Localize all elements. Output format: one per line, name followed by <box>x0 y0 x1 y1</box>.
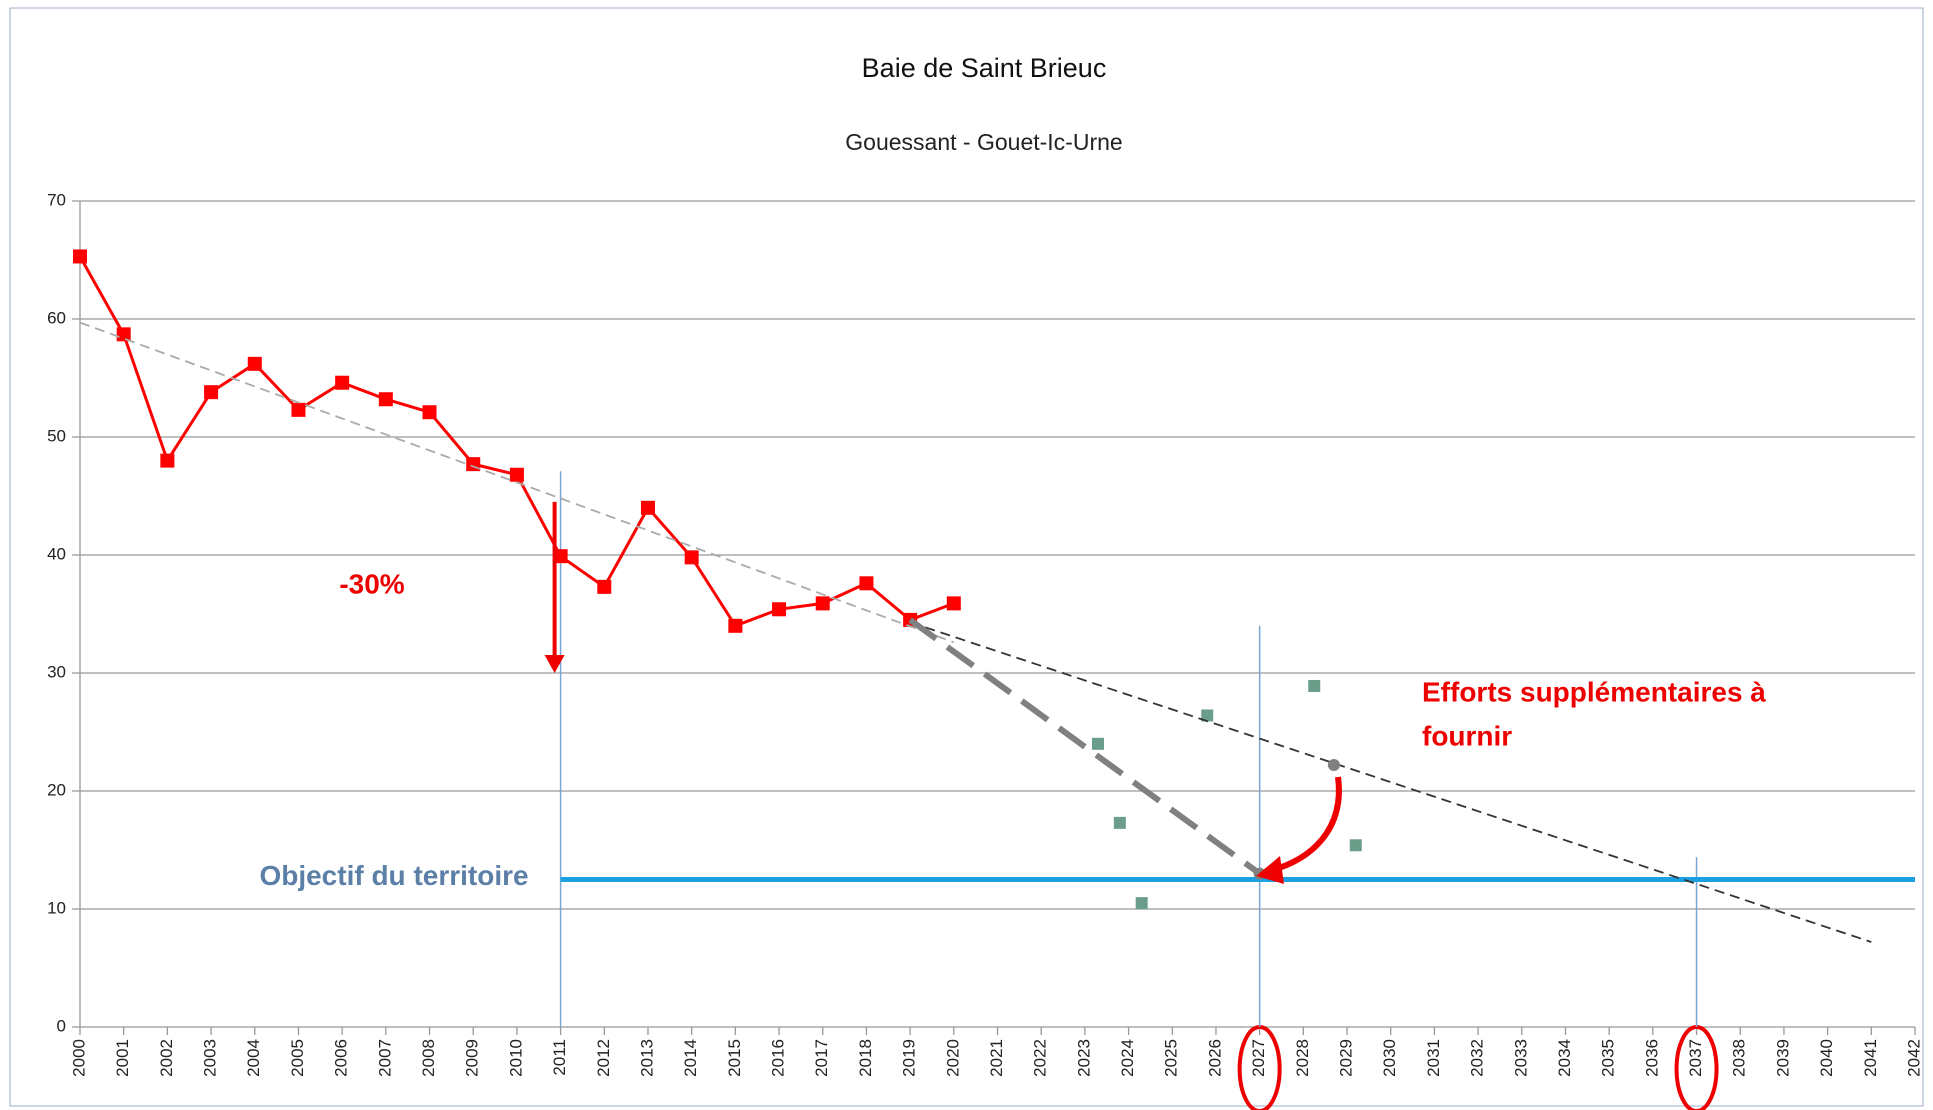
effort-label: fournir <box>1422 720 1512 751</box>
y-tick-label: 50 <box>47 426 66 445</box>
y-tick-label: 20 <box>47 780 66 799</box>
x-tick-label: 2022 <box>1031 1039 1050 1077</box>
marker <box>728 618 743 633</box>
y-tick-label: 70 <box>47 190 66 209</box>
objective-label: Objectif du territoire <box>259 860 528 891</box>
x-tick-label: 2009 <box>463 1039 482 1077</box>
marker <box>1201 709 1214 722</box>
series-line <box>78 255 955 628</box>
marker <box>1349 839 1362 852</box>
x-tick-label: 2042 <box>1904 1039 1923 1077</box>
x-tick-label: 2028 <box>1293 1039 1312 1077</box>
x-tick-label: 2012 <box>594 1039 613 1077</box>
effort-arrow <box>1271 776 1342 873</box>
x-tick-label: 2000 <box>69 1039 88 1077</box>
x-tick-label: 2020 <box>943 1039 962 1077</box>
marker <box>553 549 568 564</box>
marker <box>640 500 655 515</box>
marker <box>684 550 699 565</box>
marker <box>509 467 524 482</box>
marker <box>946 596 961 611</box>
x-tick-label: 2040 <box>1817 1039 1836 1077</box>
x-tick-label: 2029 <box>1337 1039 1356 1077</box>
reduction-label: -30% <box>339 568 404 599</box>
y-tick-label: 0 <box>57 1016 66 1035</box>
marker <box>247 356 262 371</box>
chart-border <box>9 7 1924 1107</box>
x-tick-label: 2001 <box>113 1039 132 1077</box>
x-tick-label: 2035 <box>1599 1039 1618 1077</box>
y-tick-label: 40 <box>47 544 66 563</box>
marker <box>1091 737 1104 750</box>
marker <box>204 385 219 400</box>
x-tick-label: 2034 <box>1555 1039 1574 1077</box>
x-tick-label: 2025 <box>1162 1039 1181 1077</box>
marker <box>73 249 87 264</box>
x-tick-label: 2027 <box>1249 1039 1268 1077</box>
effort-arrow-head <box>1256 856 1284 884</box>
effort-label: Efforts supplémentaires à <box>1422 676 1766 707</box>
marker <box>335 375 350 390</box>
x-tick-label: 2007 <box>375 1039 394 1077</box>
x-tick-label: 2016 <box>769 1039 788 1077</box>
x-tick-label: 2010 <box>506 1039 525 1077</box>
x-tick-label: 2036 <box>1642 1039 1661 1077</box>
point <box>1327 759 1340 772</box>
x-tick-label: 2038 <box>1730 1039 1749 1077</box>
series-line <box>79 321 955 644</box>
x-tick-label: 2011 <box>550 1039 569 1076</box>
x-tick-label: 2004 <box>244 1039 263 1077</box>
x-tick-label: 2023 <box>1074 1039 1093 1077</box>
marker <box>160 453 175 468</box>
marker <box>597 579 612 594</box>
x-tick-label: 2021 <box>987 1039 1006 1077</box>
x-tick-label: 2032 <box>1468 1039 1487 1077</box>
y-tick-label: 60 <box>47 308 66 327</box>
x-tick-label: 2008 <box>419 1039 438 1077</box>
x-tick-label: 2002 <box>157 1039 176 1077</box>
marker <box>859 576 874 591</box>
x-tick-label: 2013 <box>637 1039 656 1077</box>
x-tick-label: 2041 <box>1861 1039 1880 1077</box>
x-tick-label: 2026 <box>1205 1039 1224 1077</box>
x-tick-label: 2019 <box>900 1039 919 1077</box>
marker <box>378 392 393 407</box>
chart-subtitle: Gouessant - Gouet-Ic-Urne <box>845 129 1122 155</box>
x-tick-label: 2015 <box>725 1039 744 1077</box>
x-tick-label: 2014 <box>681 1039 700 1077</box>
arrow-head <box>544 655 565 673</box>
series-line <box>908 617 1262 877</box>
series-line <box>909 621 1872 943</box>
marker <box>422 405 437 420</box>
x-tick-label: 2030 <box>1380 1039 1399 1077</box>
y-tick-label: 10 <box>47 898 66 917</box>
y-tick-label: 30 <box>47 662 66 681</box>
x-tick-label: 2017 <box>812 1039 831 1077</box>
marker <box>1135 897 1148 910</box>
marker <box>772 602 787 617</box>
marker <box>815 596 830 611</box>
x-tick-label: 2033 <box>1511 1039 1530 1077</box>
marker <box>1113 816 1126 829</box>
x-tick-label: 2018 <box>856 1039 875 1077</box>
x-tick-label: 2006 <box>332 1039 351 1077</box>
x-tick-label: 2005 <box>288 1039 307 1077</box>
x-tick-label: 2039 <box>1773 1039 1792 1077</box>
marker <box>291 402 306 417</box>
x-tick-label: 2031 <box>1424 1039 1443 1077</box>
chart-title: Baie de Saint Brieuc <box>862 53 1107 83</box>
marker <box>116 327 131 342</box>
x-tick-label: 2037 <box>1686 1039 1705 1077</box>
marker <box>1308 679 1321 692</box>
x-tick-label: 2024 <box>1118 1039 1137 1077</box>
x-tick-label: 2003 <box>201 1039 220 1077</box>
